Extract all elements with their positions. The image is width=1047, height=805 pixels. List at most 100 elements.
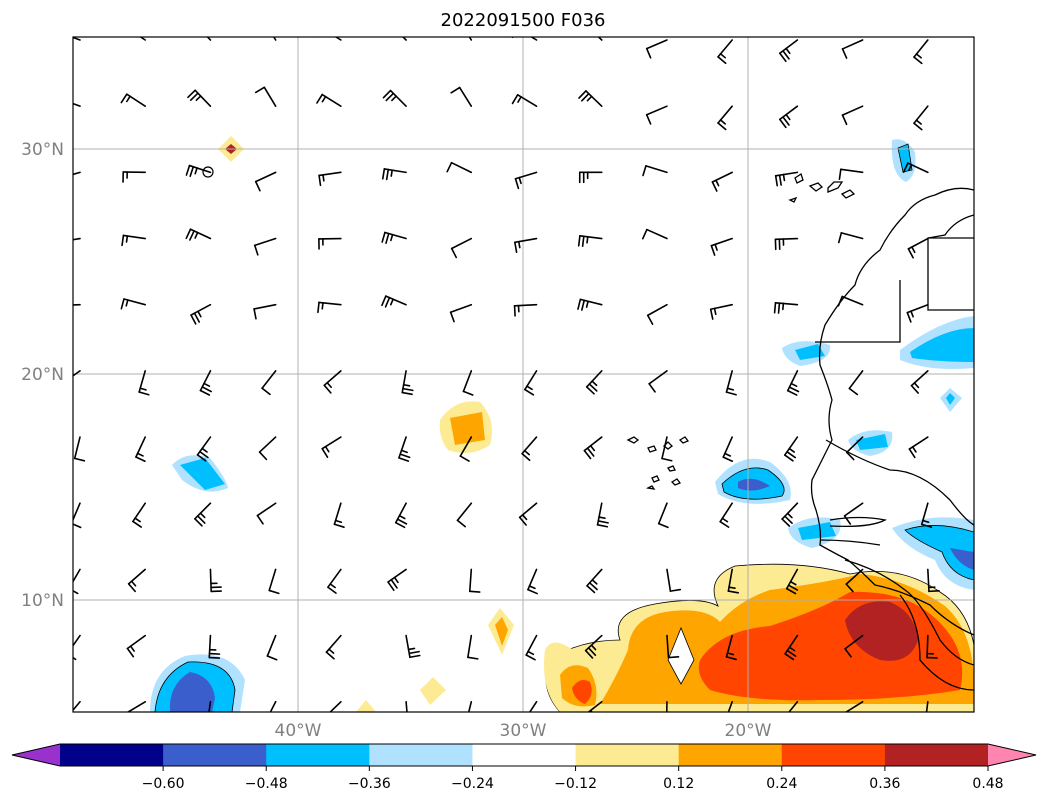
wind-barb bbox=[329, 700, 342, 712]
wind-barb bbox=[785, 568, 799, 595]
wind-barb bbox=[196, 436, 212, 462]
wind-barb bbox=[73, 502, 82, 529]
wind-barb bbox=[910, 370, 929, 394]
lon-tick-labels: 40°W 30°W 20°W bbox=[275, 721, 772, 741]
wind-barb bbox=[254, 171, 277, 192]
colorbar-tick-label: 0.12 bbox=[663, 776, 694, 792]
lat-tick-label: 20°N bbox=[21, 365, 64, 385]
wind-barb bbox=[843, 502, 864, 525]
wind-barb bbox=[786, 370, 800, 396]
wind-barb bbox=[779, 39, 799, 63]
colorbar-segment bbox=[678, 744, 783, 766]
colorbar-extend-high bbox=[988, 744, 1036, 766]
wind-barb bbox=[583, 436, 603, 460]
wind-barb bbox=[661, 436, 673, 462]
wind-barb bbox=[781, 502, 799, 527]
wind-barb bbox=[323, 370, 342, 394]
wind-barb bbox=[657, 502, 669, 529]
map-frame bbox=[72, 36, 975, 713]
colorbar-tick-label: 0.48 bbox=[972, 776, 1003, 792]
wind-barb bbox=[73, 370, 81, 377]
colorbar-tick-label: −0.12 bbox=[554, 776, 597, 792]
wind-barb bbox=[773, 301, 799, 314]
wind-barb bbox=[209, 568, 222, 593]
wind-barb bbox=[450, 237, 473, 259]
wind-barb bbox=[783, 436, 799, 462]
wind-barb bbox=[578, 171, 603, 184]
wind-barb bbox=[381, 168, 407, 181]
wind-barb bbox=[261, 370, 277, 396]
colorbar bbox=[11, 743, 1037, 767]
wind-barb bbox=[381, 231, 407, 244]
wind-barb bbox=[774, 171, 799, 187]
wind-barb bbox=[387, 568, 407, 592]
colorbar-tick-label: −0.60 bbox=[142, 776, 185, 792]
wind-barb bbox=[513, 303, 538, 317]
wind-barb bbox=[837, 232, 864, 244]
wind-barb bbox=[838, 168, 864, 180]
wind-barb bbox=[467, 634, 479, 660]
wind-barb bbox=[127, 568, 147, 593]
wind-barb bbox=[584, 634, 603, 659]
wind-barb bbox=[254, 86, 277, 107]
wind-barb bbox=[587, 700, 603, 712]
wind-barb bbox=[398, 436, 411, 462]
wind-barb bbox=[926, 634, 938, 659]
wind-barb bbox=[405, 634, 421, 659]
contour-fill-layer bbox=[150, 136, 974, 712]
wind-barb bbox=[73, 37, 81, 41]
wind-barb bbox=[120, 93, 147, 107]
wind-barb bbox=[190, 303, 212, 325]
colorbar-segment bbox=[472, 744, 577, 766]
wind-barb bbox=[578, 90, 603, 107]
lat-tick-label: 10°N bbox=[21, 591, 64, 611]
wind-barb bbox=[468, 568, 481, 593]
wind-barb bbox=[641, 228, 668, 240]
wind-barb bbox=[648, 370, 668, 393]
wind-barb bbox=[121, 234, 147, 247]
wind-barb bbox=[511, 37, 538, 41]
wind-barb bbox=[333, 502, 345, 528]
wind-barb bbox=[401, 370, 414, 396]
wind-barb bbox=[586, 568, 603, 594]
wind-barb bbox=[462, 370, 474, 396]
colorbar-tick-labels: −0.60 −0.48 −0.36 −0.24 −0.12 0.12 0.24 0.36 0.4… bbox=[142, 766, 1004, 792]
wind-barb bbox=[841, 39, 864, 59]
wind-barb bbox=[126, 634, 147, 658]
wind-barb bbox=[327, 568, 342, 594]
wind-barb bbox=[774, 237, 799, 251]
lat-tick-labels: 30°N 20°N 10°N bbox=[21, 140, 64, 611]
colorbar-segment bbox=[575, 744, 680, 766]
wind-barb bbox=[521, 436, 538, 462]
colorbar-segment bbox=[781, 744, 886, 766]
wind-barb bbox=[902, 162, 929, 174]
colorbar-tick-label: 0.36 bbox=[869, 776, 900, 792]
wind-barb bbox=[845, 436, 864, 461]
wind-barb bbox=[711, 171, 733, 192]
colorbar-tick-label: −0.48 bbox=[245, 776, 288, 792]
colorbar-tick-label: −0.24 bbox=[451, 776, 494, 792]
wind-barb bbox=[906, 303, 929, 323]
wind-barb bbox=[841, 105, 864, 126]
wind-barb bbox=[316, 93, 342, 107]
colorbar-extend-low bbox=[12, 744, 60, 766]
wind-barb bbox=[710, 237, 733, 256]
wind-barb bbox=[913, 105, 929, 131]
wind-barb bbox=[577, 235, 603, 248]
wind-barb bbox=[645, 39, 668, 59]
wind-barb bbox=[920, 502, 933, 528]
wind-barb bbox=[185, 228, 212, 241]
wind-barb bbox=[120, 37, 147, 41]
map-title: 2022091500 F036 bbox=[441, 10, 606, 31]
wind-barb bbox=[253, 303, 277, 320]
wind-barb bbox=[132, 502, 147, 528]
colorbar-tick-label: 0.24 bbox=[766, 776, 797, 792]
wind-barb bbox=[908, 436, 929, 459]
wind-barb bbox=[450, 86, 473, 107]
map-panel bbox=[73, 37, 974, 712]
lon-tick-label: 20°W bbox=[725, 721, 772, 741]
wind-barb bbox=[527, 568, 538, 595]
wind-barb bbox=[317, 301, 342, 314]
wind-barb bbox=[325, 634, 342, 660]
